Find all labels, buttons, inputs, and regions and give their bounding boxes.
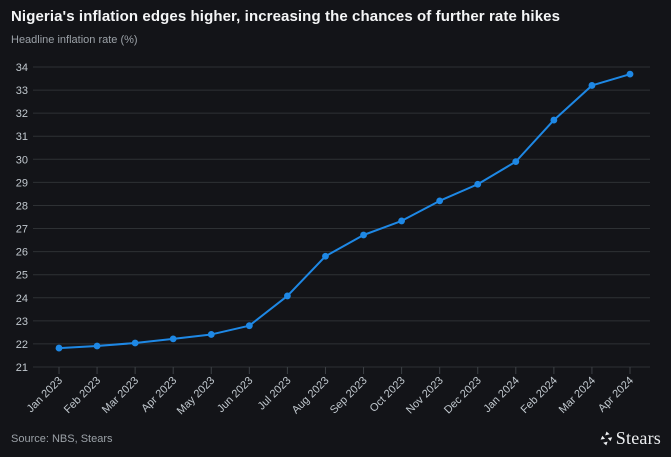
inflation-line — [58, 73, 631, 350]
stears-logo-text: Stears — [615, 428, 661, 448]
x-axis-label: Jan 2024 — [481, 375, 521, 415]
x-axis-label: Jul 2023 — [256, 375, 294, 413]
data-point — [588, 82, 596, 89]
y-axis-label: 23 — [16, 316, 28, 328]
data-point — [322, 252, 329, 260]
x-axis-label: Dec 2023 — [442, 375, 484, 417]
y-axis-label: 21 — [16, 362, 28, 374]
stears-logo: Stears — [600, 428, 661, 449]
stears-logo-icon — [600, 431, 612, 446]
chart-header: Nigeria's inflation edges higher, increa… — [11, 8, 660, 46]
chart-footer: Source: NBS, Stears Stears — [11, 428, 661, 449]
data-point — [626, 70, 634, 78]
chart-title: Nigeria's inflation edges higher, increa… — [11, 8, 561, 25]
y-axis-label: 22 — [16, 339, 28, 351]
x-axis-label: Apr 2024 — [596, 375, 636, 415]
x-axis-label: Sep 2023 — [328, 375, 370, 417]
data-point — [360, 231, 367, 239]
x-axis-label: Apr 2023 — [139, 375, 179, 415]
chart-subtitle: Headline inflation rate (%) — [11, 34, 138, 46]
x-axis-label: Oct 2023 — [368, 375, 408, 415]
data-point — [169, 335, 177, 343]
y-axis-label: 33 — [16, 85, 28, 97]
x-axis-label: Feb 2024 — [519, 375, 560, 416]
data-point — [284, 292, 291, 300]
data-point — [93, 342, 101, 350]
x-axis-label: May 2023 — [175, 375, 218, 418]
y-axis-label: 29 — [16, 177, 28, 189]
data-point — [436, 197, 444, 205]
x-axis-label: Feb 2023 — [62, 375, 103, 416]
source-note: Source: NBS, Stears — [11, 432, 113, 445]
x-axis-label: Mar 2023 — [100, 375, 141, 416]
y-axis-label: 31 — [16, 131, 28, 143]
y-axis-label: 25 — [16, 270, 28, 282]
x-axis-label: Jan 2023 — [25, 375, 65, 415]
data-point — [512, 158, 520, 166]
y-axis-label: 34 — [16, 62, 28, 74]
x-axis-label: Nov 2023 — [404, 375, 446, 417]
data-point — [550, 116, 558, 124]
y-axis-label: 26 — [16, 247, 28, 259]
y-axis-label: 24 — [16, 293, 28, 305]
y-axis-label: 28 — [16, 200, 28, 212]
x-axis-label: Mar 2024 — [557, 375, 598, 416]
x-axis-label: Aug 2023 — [290, 375, 332, 417]
data-point — [398, 217, 405, 225]
y-axis-label: 30 — [16, 154, 28, 166]
data-point — [474, 180, 482, 188]
data-point — [207, 331, 215, 338]
data-point — [245, 322, 253, 330]
y-axis-label: 27 — [16, 224, 28, 236]
data-point — [55, 344, 63, 352]
x-axis-label: Jun 2023 — [215, 375, 255, 415]
y-axis-label: 32 — [16, 108, 28, 120]
data-point — [131, 339, 139, 347]
